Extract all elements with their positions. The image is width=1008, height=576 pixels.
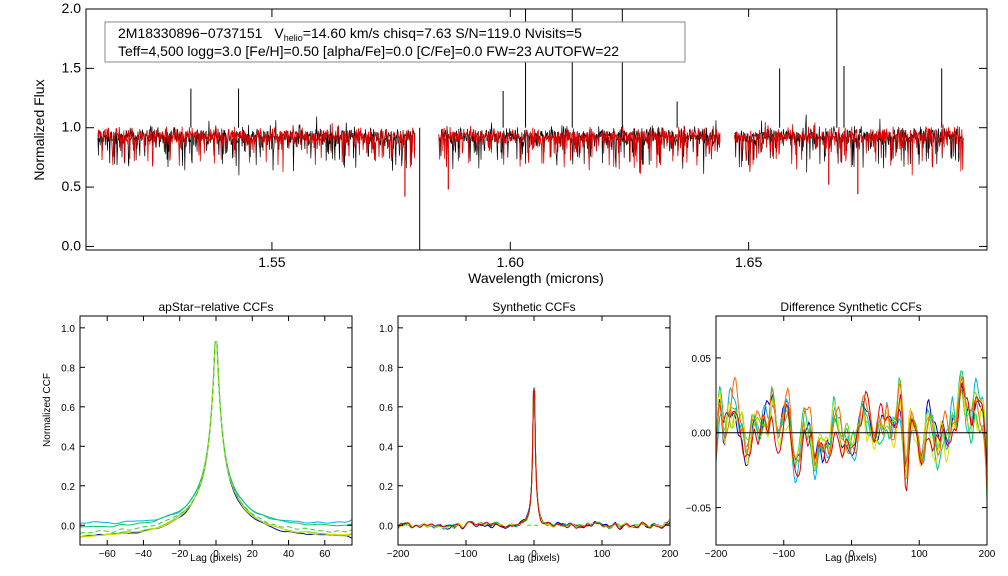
spectrum-xtick-label: 1.60: [497, 254, 524, 270]
difference-ccf-xtick-label: 200: [979, 549, 996, 560]
apstar-ccf-series-2: [79, 341, 353, 525]
apstar-ccf-xtick-label: −20: [171, 549, 188, 560]
synthetic-ccf-xtick-label: 100: [594, 549, 611, 560]
annotation-box: [104, 21, 686, 63]
synthetic-ccf-ytick-label: 0.4: [379, 442, 393, 453]
spectrum-ytick-label: 1.5: [62, 59, 82, 75]
difference-ccf-axes: −200 −100 0 100 200 −0.05 0.00 0.05: [686, 316, 996, 560]
difference-ccf-panel: Difference Synthetic CCFs −200 −100 0 100 20…: [686, 300, 996, 564]
v-subscript: helio: [284, 33, 303, 43]
v-symbol: V: [274, 25, 284, 41]
difference-ccf-series-3: [715, 370, 988, 502]
spectrum-ytick-label: 0.0: [62, 237, 82, 253]
synthetic-ccf-ytick-label: 0.8: [379, 363, 393, 374]
apstar-ccf-ytick-label: 0.4: [61, 442, 75, 453]
apstar-ccf-x-label: Lag (pixels): [190, 553, 242, 564]
synthetic-ccf-axes: −200 −100 0 100 200 0.0 0.2 0.4 0.6 0.8 1.0: [379, 316, 679, 560]
apstar-ccf-series-3: [79, 341, 353, 528]
synthetic-ccf-series-6: [397, 388, 671, 530]
synthetic-ccf-ytick-label: 0.6: [379, 403, 393, 414]
synthetic-ccf-xtick-label: −200: [387, 549, 410, 560]
difference-ccf-series-5: [715, 376, 988, 476]
synthetic-ccf-ytick-label: 0.2: [379, 482, 393, 493]
apstar-ccf-xtick-label: −60: [99, 549, 116, 560]
annotation-line-1: 2M18330896−0737151 Vhelio=14.60 km/s chis…: [118, 25, 582, 43]
apstar-ccf-data: [79, 341, 353, 539]
apstar-ccf-y-label: Normalized CCF: [42, 373, 53, 447]
synthetic-ccf-data: [397, 387, 671, 530]
spectrum-series-synthetic-chip-3: [733, 121, 964, 176]
synthetic-ccf-ytick-label: 0.0: [379, 521, 393, 532]
synthetic-ccf-series-2: [397, 388, 671, 530]
apstar-ccf-series-6: [79, 341, 353, 534]
difference-ccf-xtick-label: −200: [705, 549, 728, 560]
apstar-ccf-xtick-label: 40: [283, 549, 295, 560]
apstar-ccf-ytick-label: 0.2: [61, 482, 75, 493]
synthetic-ccf-panel: Synthetic CCFs −200 −100 0 100 200 0.0 0.2 0.4 0…: [379, 300, 679, 564]
spectrum-axes: 1.55 1.60 1.65 0.0 0.5 1.0 1.5 2.0: [62, 0, 987, 270]
apstar-ccf-ytick-label: 0.6: [61, 403, 75, 414]
apstar-ccf-title: apStar−relative CCFs: [158, 300, 273, 314]
difference-ccf-xtick-label: 100: [911, 549, 928, 560]
synthetic-ccf-ytick-label: 1.0: [379, 324, 393, 335]
apstar-ccf-xtick-label: 20: [247, 549, 259, 560]
spectrum-series-observed-chip-3: [734, 114, 964, 173]
synthetic-ccf-series-4: [397, 388, 671, 530]
spectrum-ytick-label: 1.0: [62, 119, 82, 135]
spectrum-series-synthetic-chip-1: [97, 123, 416, 173]
difference-ccf-ytick-label: 0.05: [692, 354, 712, 365]
synthetic-ccf-series-5: [397, 388, 671, 529]
synthetic-ccf-plot-frame: [397, 315, 671, 546]
apstar-ccf-series-1: [79, 341, 353, 539]
spectrum-xtick-label: 1.65: [735, 254, 762, 270]
synthetic-ccf-x-label: Lag (pixels): [508, 553, 560, 564]
spectrum-ytick-label: 0.5: [62, 178, 82, 194]
apstar-ccf-plot-frame: [79, 315, 353, 546]
synthetic-ccf-xtick-label: −100: [455, 549, 478, 560]
difference-ccf-data: [715, 370, 988, 502]
spectrum-xtick-label: 1.55: [258, 254, 285, 270]
annotation-stats: =14.60 km/s chisq=7.63 S/N=119.0 Nvisits…: [303, 25, 582, 41]
spectrum-series-synthetic-chip-2: [438, 125, 721, 174]
synthetic-ccf-title: Synthetic CCFs: [492, 300, 575, 314]
difference-ccf-xtick-label: 0: [849, 549, 855, 560]
difference-ccf-ytick-label: 0.00: [692, 429, 712, 440]
spectrum-ytick-label: 2.0: [62, 0, 82, 16]
apstar-ccf-series-4: [79, 341, 353, 538]
difference-ccf-title: Difference Synthetic CCFs: [780, 300, 921, 314]
synthetic-ccf-series-1: [397, 388, 671, 530]
synthetic-ccf-xtick-label: 0: [531, 549, 537, 560]
apstar-ccf-ytick-label: 0.8: [61, 363, 75, 374]
spectrum-y-label: Normalized Flux: [31, 79, 47, 180]
apstar-ccf-xtick-label: 0: [213, 549, 219, 560]
annotation-line-2: Teff=4,500 logg=3.0 [Fe/H]=0.50 [alpha/F…: [118, 43, 619, 59]
star-id: 2M18330896−0737151: [118, 25, 263, 41]
difference-ccf-x-label: Lag (pixels): [825, 553, 877, 564]
synthetic-ccf-series-3: [397, 387, 671, 530]
apstar-ccf-axes: −60 −40 −20 0 20 40 60 0.0 0.2 0.4 0.6 0.8 1.0: [61, 316, 352, 560]
apstar-ccf-xtick-label: 60: [319, 549, 331, 560]
apstar-ccf-panel: apStar−relative CCFs −60 −40 −20 0 20 40 60 0.0…: [42, 300, 353, 564]
difference-ccf-series-7: [715, 376, 988, 492]
spectrum-panel: 1.55 1.60 1.65 0.0 0.5 1.0 1.5 2.0 2M18330896−0…: [31, 0, 988, 286]
spectrum-plot-frame: [85, 8, 988, 251]
difference-ccf-ytick-label: −0.05: [686, 504, 712, 515]
spectrum-data: [97, 9, 964, 250]
apstar-ccf-series-5: [79, 341, 353, 538]
difference-ccf-xtick-label: −100: [772, 549, 795, 560]
apstar-ccf-ytick-label: 0.0: [61, 521, 75, 532]
synthetic-ccf-xtick-label: 200: [662, 549, 679, 560]
apstar-ccf-ytick-label: 1.0: [61, 324, 75, 335]
spectrum-x-label: Wavelength (microns): [468, 270, 604, 286]
apstar-ccf-xtick-label: −40: [135, 549, 152, 560]
spectrum-series-observed-chip-1: [97, 116, 416, 176]
